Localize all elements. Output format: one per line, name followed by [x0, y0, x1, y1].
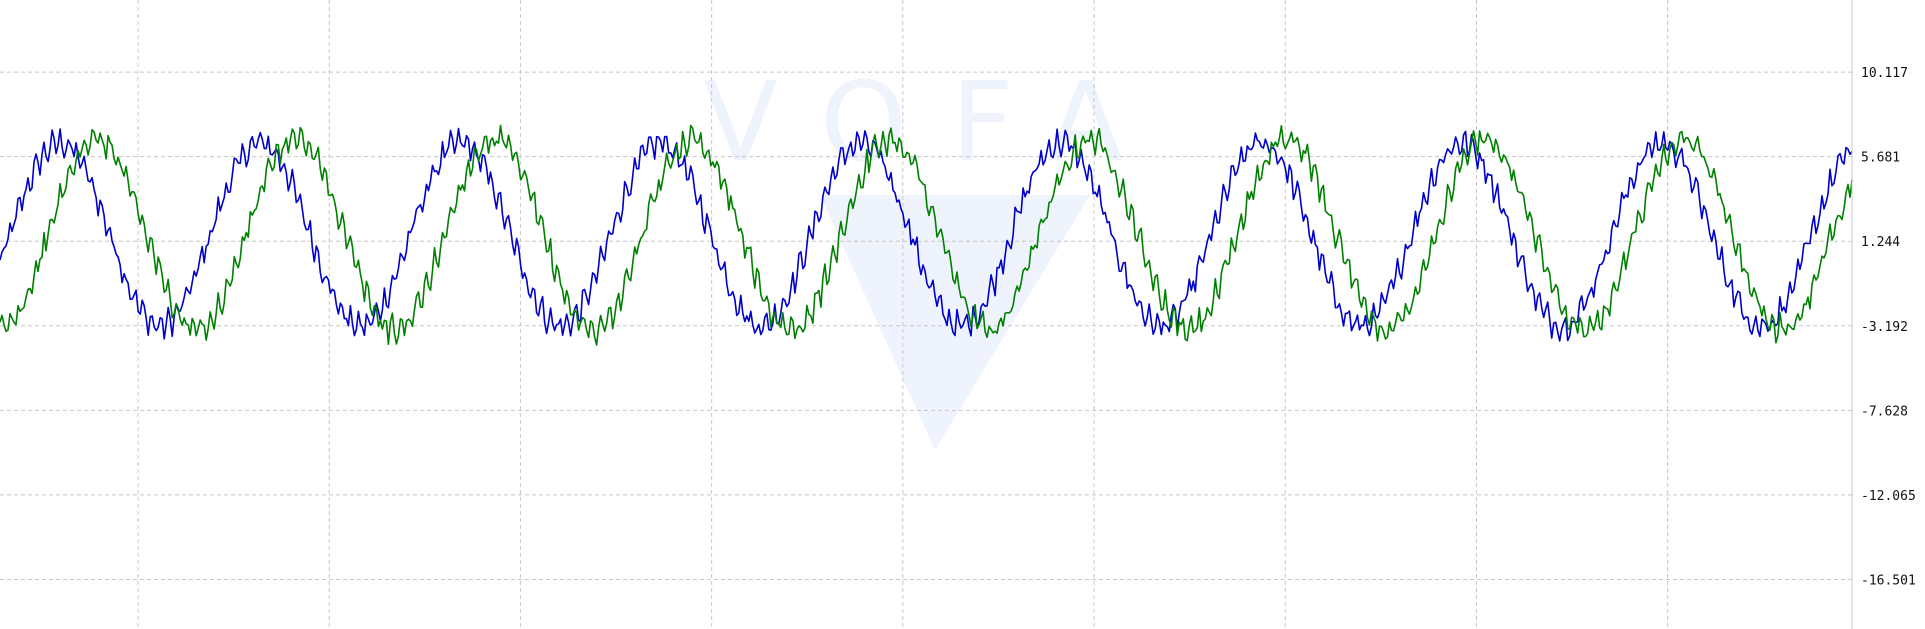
series-line-1 [0, 127, 1853, 342]
watermark-text: VOFA [703, 58, 1167, 186]
y-tick-label: -3.192 [1861, 320, 1908, 335]
vofa-watermark: VOFA [703, 58, 1167, 450]
y-tick-label: -7.628 [1861, 404, 1908, 419]
series-layer [0, 124, 1853, 346]
y-tick-label: -16.501 [1861, 573, 1916, 588]
watermark-logo-shape [820, 195, 1090, 450]
grid-lines [0, 0, 1852, 629]
y-axis-ticks: 10.117 5.681 1.244 -3.192 -7.628 -12.065 -16.5… [1861, 66, 1916, 588]
y-tick-label: -12.065 [1861, 489, 1916, 504]
series-line-2 [0, 124, 1853, 346]
y-tick-label: 1.244 [1861, 235, 1900, 250]
y-tick-label: 5.681 [1861, 151, 1900, 166]
y-tick-label: 10.117 [1861, 66, 1908, 81]
